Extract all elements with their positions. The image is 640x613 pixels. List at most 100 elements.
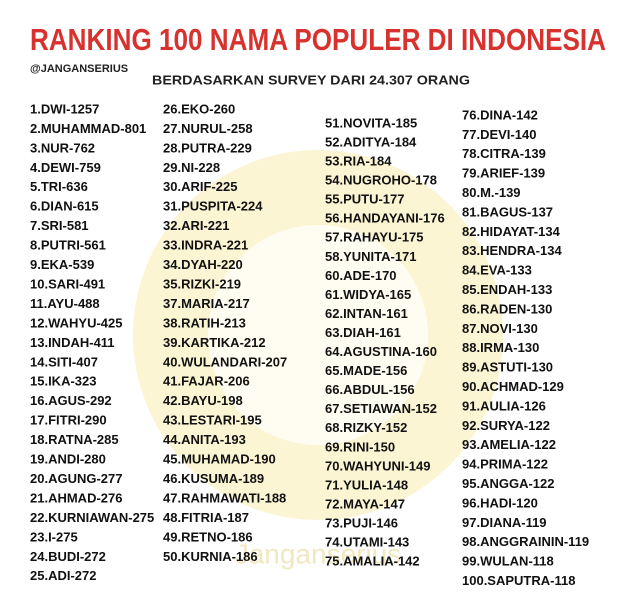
name-entry: 44.ANITA-193 [163, 432, 246, 447]
name-entry: 87.NOVI-130 [462, 321, 538, 336]
name-entry: 32.ARI-221 [163, 218, 229, 233]
name-entry: 88.IRMA-130 [462, 340, 539, 355]
name-entry: 57.RAHAYU-175 [325, 230, 424, 245]
name-entry: 68.RIZKY-152 [325, 420, 407, 435]
name-entry: 98.ANGGRAININ-119 [462, 534, 589, 549]
name-entry: 84.EVA-133 [462, 263, 532, 278]
name-entry: 1.DWI-1257 [30, 101, 99, 116]
name-entry: 22.KURNIAWAN-275 [30, 510, 154, 525]
name-entry: 58.YUNITA-171 [325, 249, 417, 264]
name-entry: 24.BUDI-272 [30, 549, 106, 564]
name-entry: 49.RETNO-186 [163, 529, 253, 544]
name-entry: 70.WAHYUNI-149 [325, 458, 430, 473]
subtitle: BERDASARKAN SURVEY DARI 24.307 ORANG [152, 72, 470, 87]
name-entry: 17.FITRI-290 [30, 413, 107, 428]
name-entry: 21.AHMAD-276 [30, 490, 122, 505]
name-entry: 41.FAJAR-206 [163, 374, 250, 389]
name-entry: 42.BAYU-198 [163, 393, 243, 408]
name-entry: 74.UTAMI-143 [325, 535, 409, 550]
name-entry: 46.KUSUMA-189 [163, 471, 264, 486]
name-entry: 61.WIDYA-165 [325, 287, 411, 302]
name-entry: 53.RIA-184 [325, 154, 392, 169]
name-entry: 37.MARIA-217 [163, 296, 250, 311]
name-entry: 28.PUTRA-229 [163, 140, 252, 155]
watermark-inner [208, 225, 428, 445]
name-entry: 69.RINI-150 [325, 439, 395, 454]
name-entry: 4.DEWI-759 [30, 160, 101, 175]
name-entry: 9.EKA-539 [30, 257, 94, 272]
name-entry: 83.HENDRA-134 [462, 243, 562, 258]
name-entry: 81.BAGUS-137 [462, 204, 553, 219]
name-entry: 54.NUGROHO-178 [325, 173, 437, 188]
name-entry: 11.AYU-488 [30, 296, 100, 311]
name-entry: 60.ADE-170 [325, 268, 397, 283]
name-entry: 72.MAYA-147 [325, 496, 405, 511]
name-entry: 96.HADI-120 [462, 495, 538, 510]
name-entry: 73.PUJI-146 [325, 515, 398, 530]
name-entry: 100.SAPUTRA-118 [462, 573, 575, 588]
name-entry: 33.INDRA-221 [163, 238, 248, 253]
name-entry: 13.INDAH-411 [30, 335, 115, 350]
name-entry: 34.DYAH-220 [163, 257, 243, 272]
name-entry: 95.ANGGA-122 [462, 476, 554, 491]
name-entry: 86.RADEN-130 [462, 301, 552, 316]
name-entry: 8.PUTRI-561 [30, 238, 106, 253]
name-entry: 3.NUR-762 [30, 140, 95, 155]
name-entry: 6.DIAN-615 [30, 199, 99, 214]
name-entry: 39.KARTIKA-212 [163, 335, 266, 350]
name-entry: 5.TRI-636 [30, 179, 88, 194]
name-entry: 89.ASTUTI-130 [462, 360, 553, 375]
handle: @JANGANSERIUS [30, 63, 128, 75]
name-entry: 55.PUTU-177 [325, 192, 404, 207]
name-entry: 64.AGUSTINA-160 [325, 344, 437, 359]
name-entry: 80.M.-139 [462, 185, 521, 200]
name-entry: 43.LESTARI-195 [163, 413, 262, 428]
name-entry: 52.ADITYA-184 [325, 134, 417, 149]
name-entry: 29.NI-228 [163, 160, 220, 175]
name-entry: 63.DIAH-161 [325, 325, 401, 340]
name-entry: 77.DEVI-140 [462, 127, 536, 142]
name-entry: 62.INTAN-161 [325, 306, 408, 321]
name-entry: 85.ENDAH-133 [462, 282, 552, 297]
name-entry: 30.ARIF-225 [163, 179, 237, 194]
name-entry: 20.AGUNG-277 [30, 471, 122, 486]
name-entry: 82.HIDAYAT-134 [462, 224, 561, 239]
name-entry: 14.SITI-407 [30, 354, 98, 369]
name-entry: 31.PUSPITA-224 [163, 199, 263, 214]
name-entry: 75.AMALIA-142 [325, 554, 420, 569]
name-entry: 12.WAHYU-425 [30, 315, 122, 330]
name-entry: 45.MUHAMAD-190 [163, 452, 276, 467]
name-entry: 99.WULAN-118 [462, 554, 554, 569]
name-entry: 7.SRI-581 [30, 218, 89, 233]
name-entry: 40.WULANDARI-207 [163, 354, 287, 369]
name-entry: 19.ANDI-280 [30, 452, 106, 467]
name-entry: 51.NOVITA-185 [325, 115, 417, 130]
ranking-list: 1.DWI-1257 2.MUHAMMAD-801 3.NUR-762 4.DEWI-… [30, 101, 589, 588]
name-entry: 65.MADE-156 [325, 363, 407, 378]
name-entry: 66.ABDUL-156 [325, 382, 415, 397]
name-entry: 26.EKO-260 [163, 101, 235, 116]
name-entry: 91.AULIA-126 [462, 398, 546, 413]
name-entry: 67.SETIAWAN-152 [325, 401, 437, 416]
name-entry: 16.AGUS-292 [30, 393, 112, 408]
name-entry: 92.SURYA-122 [462, 418, 550, 433]
name-entry: 78.CITRA-139 [462, 146, 546, 161]
watermark-text: Janganserius [235, 538, 402, 569]
name-entry: 56.HANDAYANI-176 [325, 211, 445, 226]
name-entry: 90.ACHMAD-129 [462, 379, 564, 394]
name-entry: 23.I-275 [30, 529, 78, 544]
name-entry: 47.RAHMAWATI-188 [163, 490, 286, 505]
name-entry: 35.RIZKI-219 [163, 276, 241, 291]
name-entry: 50.KURNIA-186 [163, 549, 258, 564]
name-entry: 71.YULIA-148 [325, 477, 408, 492]
name-entry: 18.RATNA-285 [30, 432, 119, 447]
name-entry: 27.NURUL-258 [163, 121, 253, 136]
title: RANKING 100 NAMA POPULER DI INDONESIA [30, 22, 606, 57]
name-entry: 2.MUHAMMAD-801 [30, 121, 146, 136]
name-entry: 10.SARI-491 [30, 276, 105, 291]
name-entry: 25.ADI-272 [30, 568, 96, 583]
name-entry: 48.FITRIA-187 [163, 510, 249, 525]
name-entry: 15.IKA-323 [30, 374, 96, 389]
name-entry: 79.ARIEF-139 [462, 166, 545, 181]
